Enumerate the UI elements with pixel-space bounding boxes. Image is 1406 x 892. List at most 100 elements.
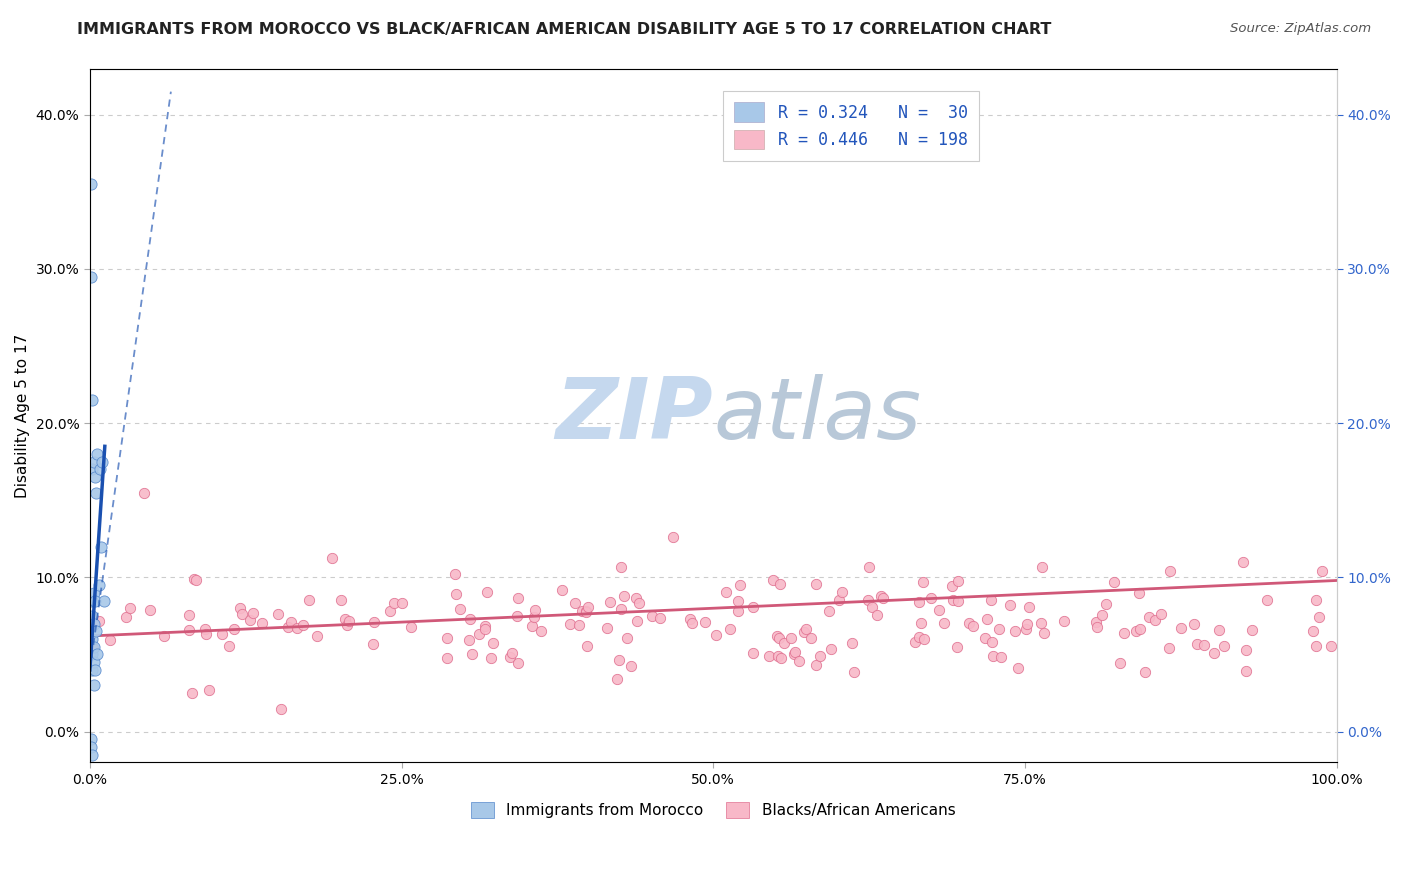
Point (858, 560, 880, 574)
Point (704, 628, 727, 642)
Point (333, 612, 356, 626)
Point (506, 608, 529, 623)
Point (860, 600, 883, 615)
Point (1204, 646, 1226, 660)
Point (391, 596, 413, 610)
Point (942, 593, 965, 607)
Point (82, 747, 104, 762)
Point (86, 447, 108, 461)
Point (501, 646, 523, 660)
Point (80, 732, 103, 747)
Point (80, 269, 103, 284)
Point (766, 648, 789, 663)
Point (741, 600, 763, 615)
Point (987, 623, 1010, 637)
Point (742, 646, 765, 660)
Point (195, 627, 218, 641)
Point (1004, 624, 1026, 638)
Point (83, 470, 105, 484)
Point (558, 617, 581, 632)
Point (1192, 638, 1215, 652)
Point (990, 650, 1012, 665)
Point (458, 612, 481, 626)
Point (474, 622, 496, 636)
Point (506, 657, 529, 671)
Point (83, 678, 105, 692)
Point (1135, 665, 1157, 679)
Point (82, 593, 104, 607)
Point (576, 599, 599, 614)
Point (90, 540, 112, 554)
Point (599, 594, 621, 608)
Point (443, 567, 465, 582)
Point (785, 645, 807, 659)
Point (399, 620, 422, 634)
Point (806, 577, 828, 591)
Point (520, 619, 543, 633)
Point (957, 615, 980, 630)
Point (474, 619, 496, 633)
Point (727, 594, 749, 608)
Point (218, 639, 240, 653)
Point (458, 633, 481, 648)
Text: Source: ZipAtlas.com: Source: ZipAtlas.com (1230, 22, 1371, 36)
Point (285, 622, 308, 636)
Point (277, 619, 299, 633)
Point (779, 631, 801, 645)
Point (292, 618, 315, 632)
Point (766, 629, 789, 643)
Point (83, 640, 105, 654)
Point (973, 631, 995, 645)
Point (297, 592, 319, 607)
Point (82, 609, 104, 624)
Point (91, 455, 114, 469)
Point (280, 615, 302, 629)
Point (607, 653, 630, 667)
Point (1144, 613, 1167, 627)
Point (762, 573, 785, 587)
Point (270, 702, 292, 716)
Point (662, 530, 685, 544)
Point (83, 616, 105, 631)
Point (83, 655, 105, 669)
Point (575, 604, 598, 618)
Point (869, 589, 891, 603)
Point (506, 591, 529, 606)
Point (551, 583, 574, 598)
Point (928, 602, 950, 616)
Point (908, 595, 931, 609)
Point (321, 550, 343, 565)
Point (727, 604, 749, 618)
Text: atlas: atlas (713, 374, 921, 457)
Point (267, 607, 290, 621)
Point (530, 624, 553, 638)
Point (576, 639, 599, 653)
Point (1128, 586, 1150, 600)
Point (1308, 610, 1330, 624)
Point (1185, 637, 1208, 651)
Point (1125, 624, 1147, 639)
Point (820, 641, 842, 656)
Point (1031, 560, 1053, 574)
Point (976, 612, 998, 626)
Point (184, 574, 207, 588)
Point (831, 585, 853, 599)
Point (1159, 640, 1181, 655)
Point (1129, 622, 1152, 636)
Point (177, 623, 200, 637)
Point (118, 600, 141, 615)
Point (139, 603, 162, 617)
Point (98, 632, 121, 647)
Point (82, 392, 104, 407)
Point (948, 574, 970, 588)
Point (180, 686, 202, 700)
Point (613, 589, 636, 603)
Point (198, 683, 221, 698)
Point (1150, 607, 1173, 621)
Point (252, 615, 274, 630)
Point (695, 615, 717, 630)
Point (606, 672, 628, 686)
Point (1015, 617, 1038, 632)
Point (87, 614, 110, 628)
Point (841, 636, 863, 650)
